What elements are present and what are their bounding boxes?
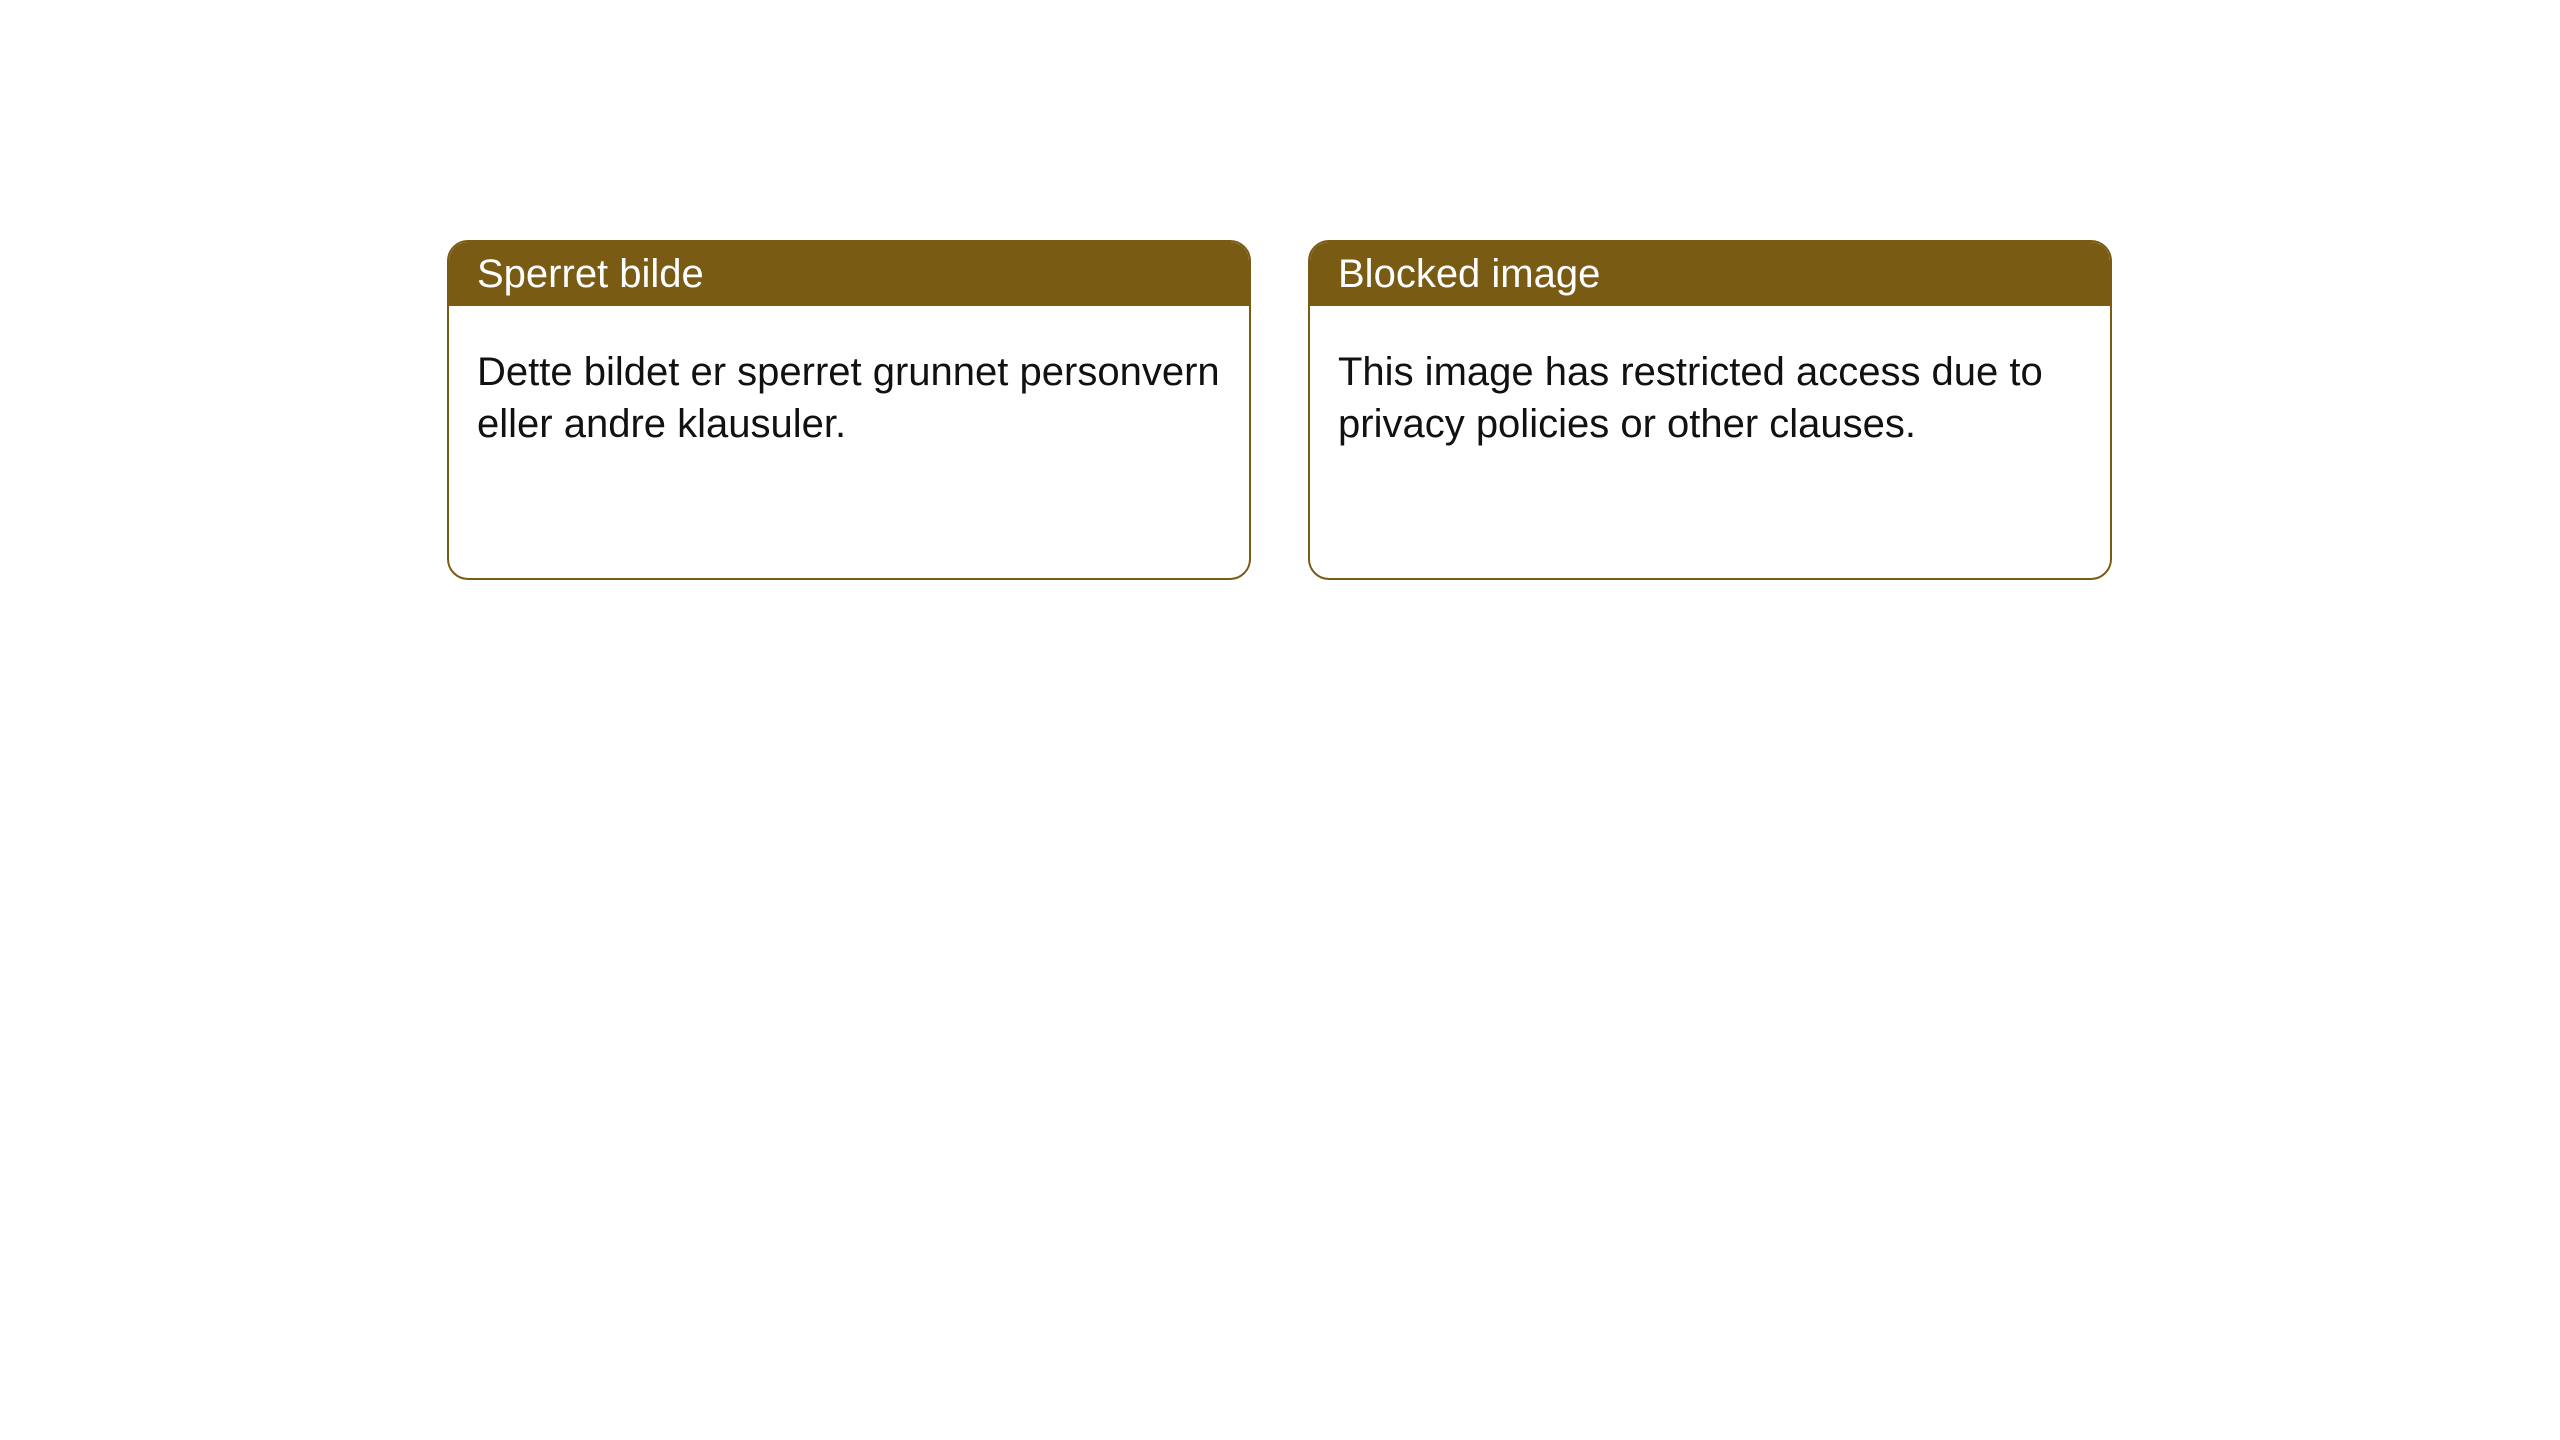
notice-header-english: Blocked image	[1310, 242, 2110, 306]
notice-title-norwegian: Sperret bilde	[477, 252, 704, 297]
notice-card-english: Blocked image This image has restricted …	[1308, 240, 2112, 580]
notice-card-norwegian: Sperret bilde Dette bildet er sperret gr…	[447, 240, 1251, 580]
notice-body-english: This image has restricted access due to …	[1310, 306, 2110, 490]
notice-header-norwegian: Sperret bilde	[449, 242, 1249, 306]
notice-text-norwegian: Dette bildet er sperret grunnet personve…	[477, 350, 1220, 446]
notice-body-norwegian: Dette bildet er sperret grunnet personve…	[449, 306, 1249, 490]
notice-text-english: This image has restricted access due to …	[1338, 350, 2043, 446]
notice-container: Sperret bilde Dette bildet er sperret gr…	[447, 240, 2112, 580]
notice-title-english: Blocked image	[1338, 252, 1600, 297]
